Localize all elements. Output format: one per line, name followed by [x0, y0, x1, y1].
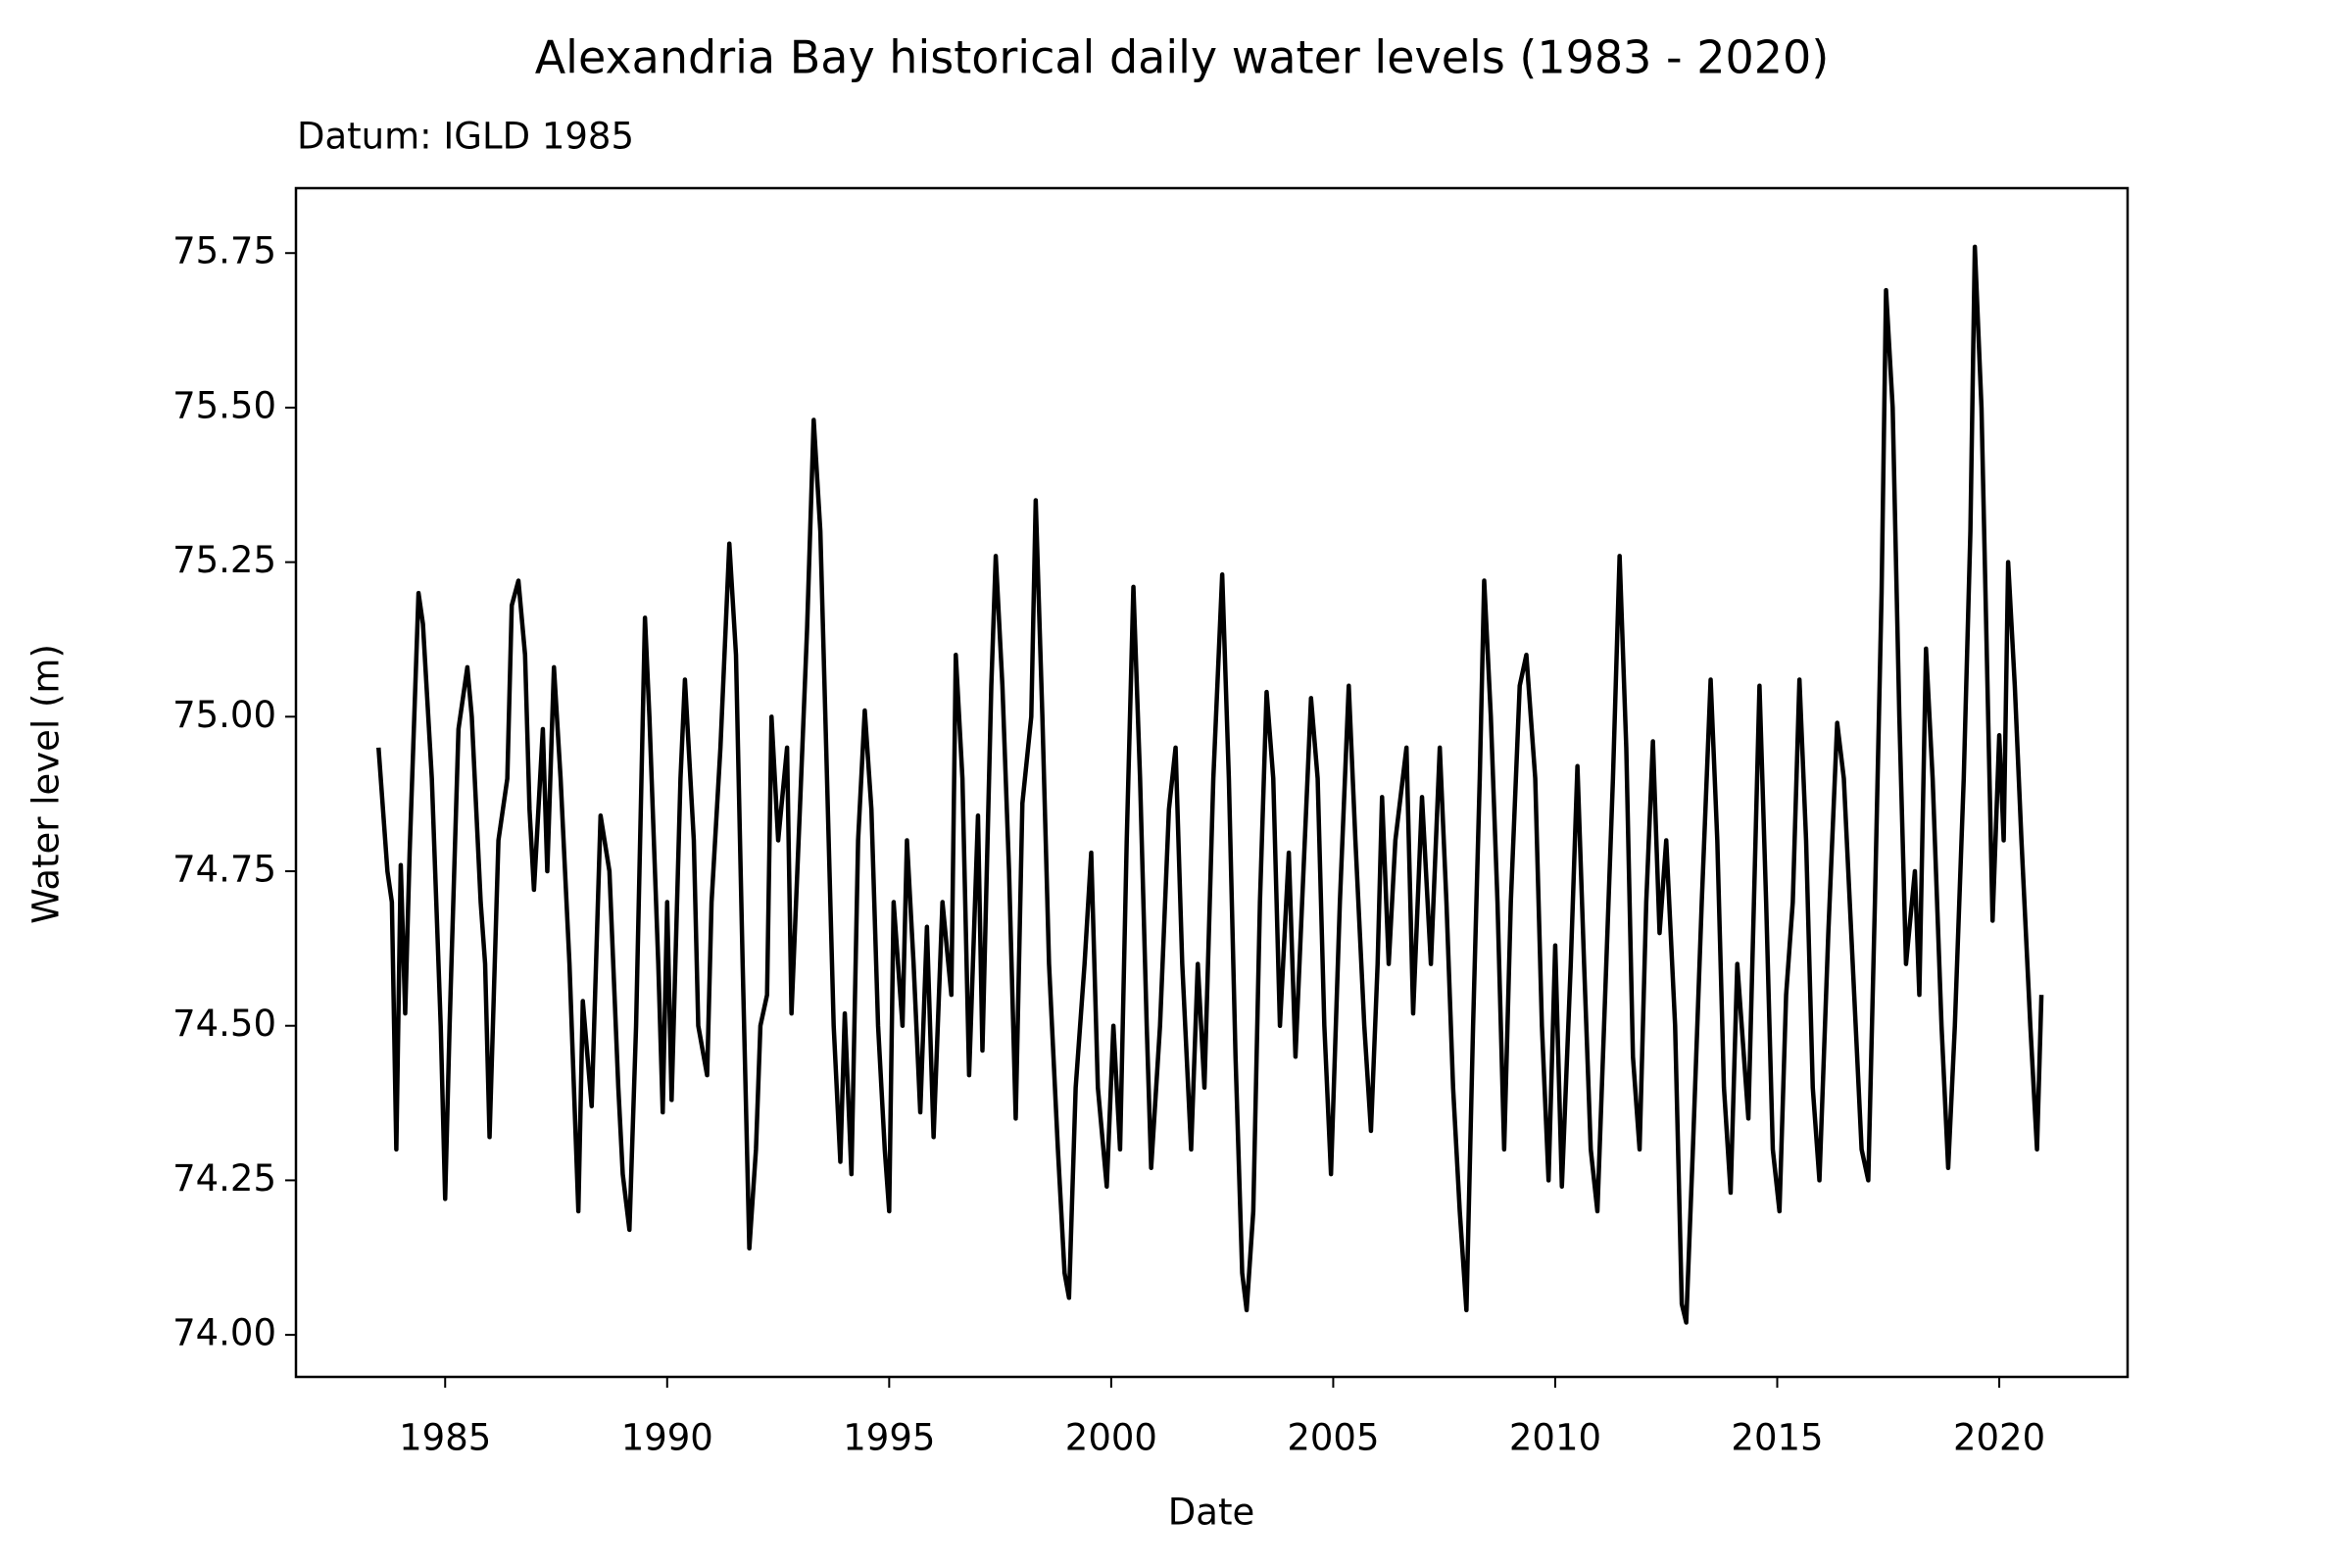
x-tick-label: 1985 [399, 1417, 491, 1459]
x-tick-label: 2015 [1731, 1417, 1823, 1459]
x-axis-label: Date [1168, 1492, 1254, 1534]
y-tick-label: 74.50 [172, 1003, 276, 1045]
x-tick-label: 2010 [1509, 1417, 1601, 1459]
plot-frame [294, 186, 2130, 1379]
y-tick-label: 75.75 [172, 230, 276, 272]
y-tick-label: 74.25 [172, 1157, 276, 1200]
data-line [376, 244, 2044, 1325]
y-tick-label: 75.25 [172, 539, 276, 581]
y-tick-label: 75.00 [172, 694, 276, 736]
chart-title: Alexandria Bay historical daily water le… [535, 31, 1830, 84]
x-tick-label: 2000 [1065, 1417, 1157, 1459]
x-tick-label: 1995 [843, 1417, 935, 1459]
x-tick-label: 2020 [1953, 1417, 2045, 1459]
y-tick-label: 74.75 [172, 849, 276, 891]
y-axis-label: Water level (m) [25, 644, 68, 924]
x-tick-label: 2005 [1287, 1417, 1379, 1459]
x-tick-label: 1990 [621, 1417, 713, 1459]
y-tick-label: 74.00 [172, 1312, 276, 1354]
y-tick-label: 75.50 [172, 384, 276, 426]
chart-subtitle: Datum: IGLD 1985 [297, 116, 634, 158]
